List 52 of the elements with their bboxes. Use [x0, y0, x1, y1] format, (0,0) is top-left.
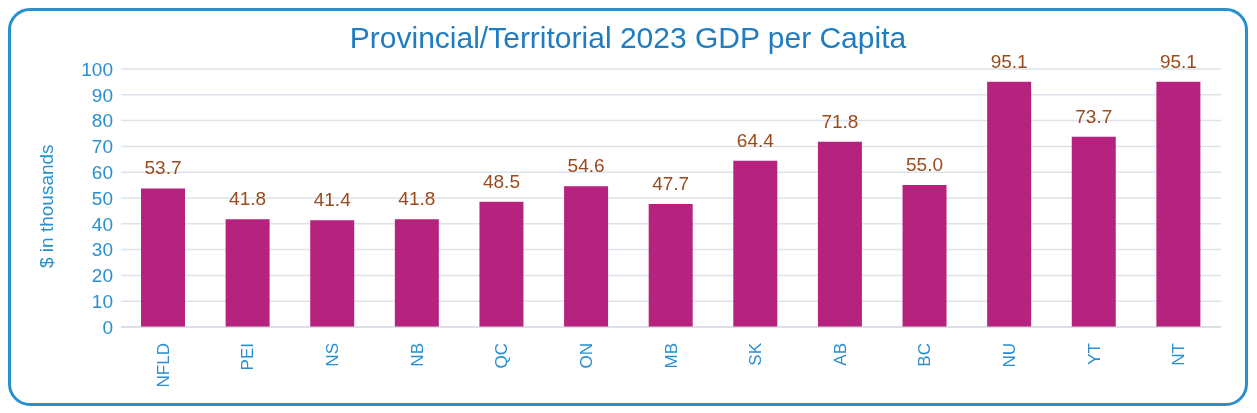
- bar: [1071, 136, 1116, 327]
- data-label: 64.4: [736, 129, 775, 151]
- bar: [817, 141, 862, 327]
- y-tick-label: 100: [81, 58, 113, 80]
- x-tick-label: NFLD: [153, 343, 173, 388]
- data-label: 41.8: [229, 188, 267, 210]
- x-tick-label: MB: [661, 343, 681, 369]
- bar: [310, 220, 355, 327]
- y-tick-label: 60: [91, 161, 113, 183]
- data-label: 71.8: [821, 110, 859, 132]
- data-label: 47.7: [652, 172, 690, 194]
- bar: [141, 188, 185, 327]
- bar: [1156, 81, 1201, 327]
- y-axis-title: $ in thousands: [35, 144, 57, 268]
- bar: [648, 203, 693, 327]
- bar: [987, 81, 1032, 327]
- data-label: 48.5: [482, 170, 520, 192]
- y-tick-label: 40: [91, 213, 113, 235]
- y-tick-label: 80: [91, 110, 113, 132]
- x-tick-label: AB: [830, 343, 850, 366]
- y-tick-label: 70: [91, 136, 113, 158]
- y-tick-label: 90: [91, 84, 113, 106]
- chart-title: Provincial/Territorial 2023 GDP per Capita: [349, 21, 907, 54]
- x-tick-label: NT: [1169, 343, 1189, 366]
- x-tick-label: ON: [576, 343, 596, 369]
- bar: [479, 201, 524, 327]
- x-tick-label: YT: [1084, 343, 1104, 365]
- y-tick-label: 10: [91, 290, 113, 312]
- x-tick-label: NS: [323, 343, 343, 367]
- data-label: 53.7: [144, 157, 182, 179]
- data-label: 55.0: [906, 154, 944, 176]
- data-label: 95.1: [1159, 50, 1197, 72]
- x-tick-label: BC: [915, 343, 935, 367]
- bar: [225, 219, 270, 327]
- y-tick-label: 50: [91, 187, 113, 209]
- bar: [394, 219, 439, 327]
- data-label: 95.1: [990, 50, 1028, 72]
- bar: [733, 160, 778, 327]
- x-tick-label: QC: [492, 343, 512, 369]
- x-tick-label: NU: [999, 343, 1019, 368]
- x-tick-label: SK: [746, 342, 766, 366]
- data-label: 41.8: [398, 188, 436, 210]
- data-label: 73.7: [1075, 105, 1113, 127]
- bar: [564, 186, 609, 327]
- y-tick-label: 20: [91, 265, 113, 287]
- bar: [902, 185, 947, 327]
- x-tick-label: NB: [407, 343, 427, 367]
- data-label: 54.6: [567, 155, 605, 177]
- data-label: 41.4: [313, 189, 352, 211]
- y-tick-label: 30: [91, 239, 113, 261]
- x-tick-label: PEI: [238, 343, 258, 371]
- y-tick-label: 0: [102, 316, 113, 338]
